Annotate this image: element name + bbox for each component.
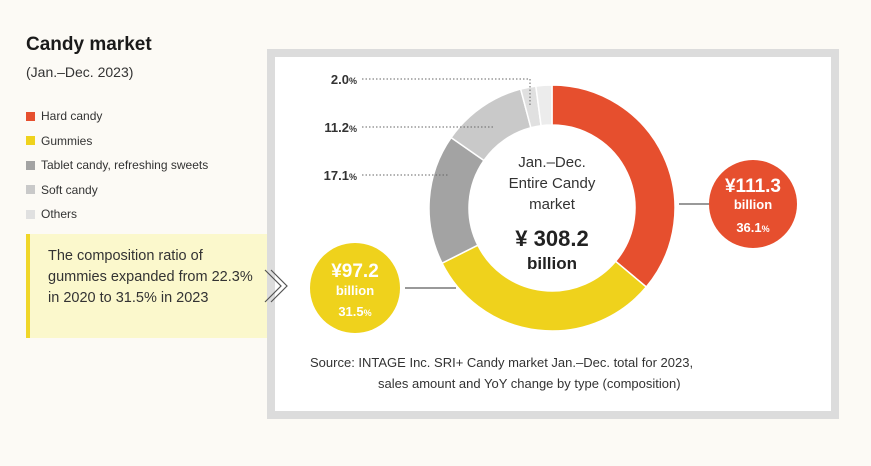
center-line-1: Jan.–Dec. [518,154,586,171]
legend-swatch [26,136,35,146]
center-line-3: market [529,196,576,213]
legend-swatch [26,209,35,219]
source-line-2: sales amount and YoY change by type (com… [378,376,681,391]
chevron-right-icon [264,269,288,303]
legend: Hard candy Gummies Tablet candy, refresh… [26,104,208,227]
leader-line [362,78,531,107]
legend-item-tablet-candy: Tablet candy, refreshing sweets [26,153,208,178]
hard-candy-amount-unit: billion [734,197,772,212]
legend-label: Others [41,207,78,222]
donut-slice-tablet-candy-refreshing-sweets [428,136,485,265]
callout-text: The composition ratio of gummies expande… [48,248,253,306]
legend-label: Tablet candy, refreshing sweets [41,158,209,173]
legend-swatch [26,160,35,170]
legend-label: Hard candy [41,109,103,124]
gummies-amount-circle [310,243,400,333]
legend-item-hard-candy: Hard candy [26,104,208,129]
hard-candy-amount: ¥111.3 [725,176,781,197]
center-total-value: ¥ 308.2 [515,226,588,251]
legend-label: Soft candy [41,182,98,197]
gummies-amount-unit: billion [336,283,374,298]
center-total-unit: billion [527,254,577,273]
center-line-2: Entire Candy [509,175,596,192]
legend-item-soft-candy: Soft candy [26,178,208,203]
hard-candy-amount-circle [709,160,797,248]
source-line-1: Source: INTAGE Inc. SRI+ Candy market Ja… [310,355,694,370]
legend-item-others: Others [26,202,208,227]
slice-percent-label: 2.0% [331,72,357,87]
gummies-percent: 31.5% [338,304,371,319]
slice-percent-label: 11.2% [324,120,357,135]
period-subtitle: (Jan.–Dec. 2023) [26,64,134,80]
legend-swatch [26,185,35,195]
gummies-amount: ¥97.2 [331,261,379,282]
legend-swatch [26,111,35,121]
legend-item-gummies: Gummies [26,129,208,154]
page-title: Candy market [26,34,152,55]
hard-candy-percent: 36.1% [736,220,769,235]
donut-slice-gummies [441,244,648,332]
slice-percent-label: 17.1% [324,168,357,183]
source-note: Source: INTAGE Inc. SRI+ Candy market Ja… [310,352,810,394]
donut-slice-hard-candy [551,84,676,289]
legend-label: Gummies [41,133,93,148]
donut-slice-unlabeled [534,84,553,127]
